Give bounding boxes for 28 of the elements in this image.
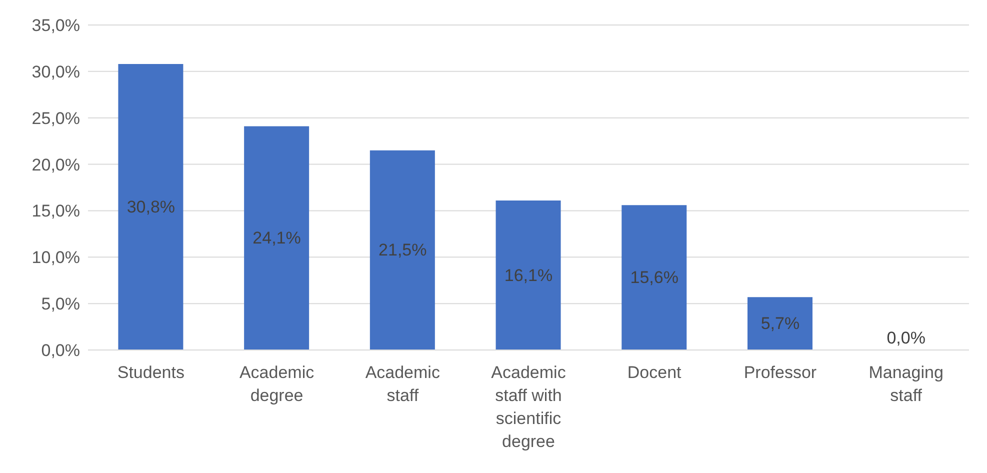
y-tick-label: 10,0% bbox=[32, 248, 80, 268]
x-tick-label: Students bbox=[117, 363, 184, 382]
data-label: 30,8% bbox=[126, 198, 176, 216]
x-tick-label: Docent bbox=[627, 363, 682, 382]
x-tick-label: Managing staff bbox=[868, 363, 944, 406]
x-tick-label: Academic staff with scientific degree bbox=[491, 363, 566, 452]
bar bbox=[118, 64, 184, 350]
y-tick-label: 25,0% bbox=[32, 108, 80, 128]
x-tick-label: Academic staff bbox=[365, 363, 440, 406]
x-tick-label: Academic degree bbox=[239, 363, 315, 406]
data-label: 5,7% bbox=[760, 314, 800, 334]
y-tick-label: 5,0% bbox=[41, 294, 80, 314]
x-tick-label: Professor bbox=[744, 363, 817, 382]
data-label: 21,5% bbox=[378, 240, 427, 260]
bar bbox=[244, 126, 310, 350]
bar bbox=[747, 297, 812, 350]
y-tick-label: 20,0% bbox=[32, 155, 80, 174]
bar bbox=[496, 200, 561, 350]
data-label: 16,1% bbox=[504, 266, 553, 285]
data-label: 15,6% bbox=[630, 268, 678, 288]
data-label: 0,0% bbox=[886, 328, 926, 348]
bar bbox=[622, 205, 687, 350]
y-tick-label: 0,0% bbox=[41, 341, 80, 360]
y-tick-label: 15,0% bbox=[32, 202, 80, 221]
y-tick-label: 30,0% bbox=[32, 62, 80, 82]
data-label: 24,1% bbox=[252, 228, 301, 248]
y-tick-label: 35,0% bbox=[32, 16, 80, 36]
bar bbox=[370, 150, 435, 350]
